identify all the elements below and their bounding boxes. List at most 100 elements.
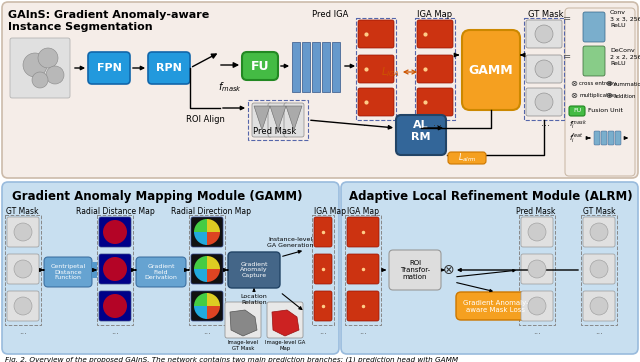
FancyBboxPatch shape [347, 291, 379, 321]
Bar [581, 215, 617, 325]
FancyBboxPatch shape [358, 88, 394, 116]
Text: IGA Map: IGA Map [314, 207, 346, 216]
FancyBboxPatch shape [526, 20, 562, 48]
Wedge shape [207, 256, 220, 269]
FancyBboxPatch shape [7, 254, 39, 284]
Circle shape [108, 299, 122, 313]
Text: Instance Segmentation: Instance Segmentation [8, 22, 152, 32]
Text: ...: ... [364, 118, 372, 128]
Text: ...: ... [595, 327, 603, 336]
Circle shape [14, 223, 32, 241]
FancyBboxPatch shape [314, 254, 332, 284]
FancyBboxPatch shape [7, 291, 39, 321]
FancyBboxPatch shape [389, 250, 441, 290]
Circle shape [113, 304, 116, 308]
Wedge shape [207, 306, 220, 319]
Circle shape [528, 260, 546, 278]
Text: IGA Map: IGA Map [347, 207, 379, 216]
Bar [332, 42, 340, 92]
Circle shape [113, 230, 116, 234]
Text: Fusion Unit: Fusion Unit [588, 109, 623, 114]
Wedge shape [207, 232, 220, 245]
FancyBboxPatch shape [99, 254, 131, 284]
Circle shape [111, 228, 118, 235]
Bar [345, 215, 381, 325]
Circle shape [590, 223, 608, 241]
Wedge shape [194, 232, 207, 245]
Text: ...: ... [111, 327, 119, 336]
Circle shape [590, 297, 608, 315]
Circle shape [113, 267, 116, 271]
Text: DeConv
2 x 2, 256
ReLU: DeConv 2 x 2, 256 ReLU [610, 48, 640, 66]
Text: ...: ... [203, 327, 211, 336]
Text: FPN: FPN [97, 63, 122, 73]
Bar [189, 215, 225, 325]
Wedge shape [194, 219, 207, 232]
Text: Pred Mask: Pred Mask [253, 127, 296, 136]
Text: ...: ... [19, 327, 27, 336]
Text: Gradient Anomaly-
aware Mask Loss: Gradient Anomaly- aware Mask Loss [463, 299, 529, 312]
Text: GAInS: Gradient Anomaly-aware: GAInS: Gradient Anomaly-aware [8, 10, 209, 20]
Circle shape [535, 25, 553, 43]
Text: GT Mask: GT Mask [6, 207, 38, 216]
Bar [322, 42, 330, 92]
Text: ⊕: ⊕ [605, 92, 612, 101]
Text: ROI Align: ROI Align [186, 115, 225, 124]
Text: Image-level GA
Map: Image-level GA Map [265, 340, 305, 351]
Text: ⊗: ⊗ [443, 263, 455, 277]
FancyBboxPatch shape [242, 52, 278, 80]
Circle shape [14, 260, 32, 278]
Bar [97, 215, 133, 325]
FancyBboxPatch shape [228, 252, 280, 288]
Polygon shape [286, 106, 302, 130]
Text: GT Mask: GT Mask [583, 207, 615, 216]
FancyBboxPatch shape [191, 217, 223, 247]
FancyBboxPatch shape [99, 291, 131, 321]
Circle shape [535, 60, 553, 78]
Polygon shape [272, 310, 299, 336]
Wedge shape [207, 269, 220, 282]
Circle shape [111, 266, 118, 273]
FancyBboxPatch shape [583, 46, 605, 76]
FancyBboxPatch shape [10, 38, 70, 98]
Bar [524, 18, 564, 120]
Text: Instance-level
GA Generation: Instance-level GA Generation [267, 237, 313, 248]
Circle shape [23, 53, 47, 77]
Text: $f_{mask}$: $f_{mask}$ [218, 80, 242, 94]
Bar [312, 215, 334, 325]
FancyBboxPatch shape [191, 254, 223, 284]
Text: $L_{IGA}$: $L_{IGA}$ [381, 65, 399, 79]
Circle shape [528, 297, 546, 315]
Text: Gradient Anomaly Mapping Module (GAMM): Gradient Anomaly Mapping Module (GAMM) [12, 190, 303, 203]
Circle shape [14, 297, 32, 315]
FancyBboxPatch shape [526, 88, 562, 116]
Text: summation: summation [614, 81, 640, 87]
Circle shape [110, 264, 120, 274]
Text: =: = [563, 52, 571, 62]
FancyBboxPatch shape [583, 254, 615, 284]
FancyBboxPatch shape [448, 152, 486, 164]
Text: GT Mask: GT Mask [528, 10, 564, 19]
Polygon shape [270, 106, 286, 130]
Text: ...: ... [359, 327, 367, 336]
Bar [312, 42, 320, 92]
FancyBboxPatch shape [2, 182, 339, 354]
FancyBboxPatch shape [583, 12, 605, 42]
FancyBboxPatch shape [191, 291, 223, 321]
Text: $L_{alrm}$: $L_{alrm}$ [458, 152, 476, 164]
Bar [248, 100, 308, 140]
FancyBboxPatch shape [341, 182, 638, 354]
FancyBboxPatch shape [44, 257, 92, 287]
FancyBboxPatch shape [396, 115, 446, 155]
Text: Image-level
GT Mask: Image-level GT Mask [227, 340, 259, 351]
FancyBboxPatch shape [136, 257, 186, 287]
Circle shape [103, 294, 127, 318]
FancyBboxPatch shape [601, 131, 607, 145]
FancyBboxPatch shape [417, 55, 453, 83]
FancyBboxPatch shape [267, 302, 303, 338]
Circle shape [105, 259, 125, 279]
Text: $f_i^{feat}$: $f_i^{feat}$ [569, 131, 584, 144]
Text: AL
RM: AL RM [412, 120, 431, 142]
Circle shape [535, 93, 553, 111]
Circle shape [103, 257, 127, 281]
